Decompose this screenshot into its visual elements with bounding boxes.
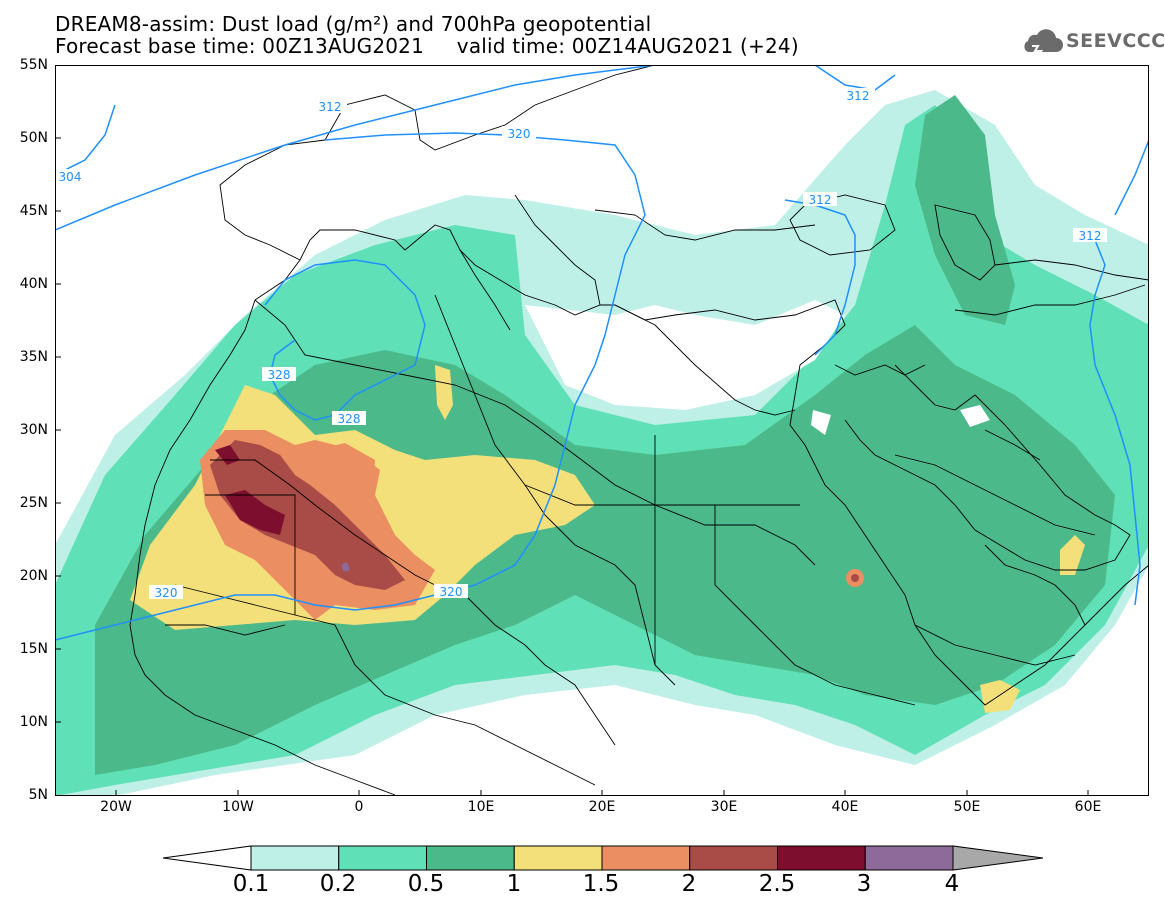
- seevccc-logo: SEEVCCC: [1018, 26, 1165, 58]
- dust-region-1.0-libya: [435, 365, 453, 420]
- contour-label: 320: [155, 586, 178, 600]
- contour-label: 320: [508, 127, 531, 141]
- chart-title-line1: DREAM8-assim: Dust load (g/m²) and 700hP…: [55, 12, 652, 36]
- legend-swatch: [601, 845, 691, 871]
- lon-label: 60E: [1074, 799, 1102, 815]
- dust-region-0.5-east: [915, 95, 1015, 325]
- lat-label: 55N: [19, 57, 48, 73]
- dust-map: 312 320 304 312 312 312 328 328 320 320: [55, 65, 1149, 796]
- logo-text: SEEVCCC: [1066, 30, 1165, 52]
- cloud-logo-icon: [1024, 29, 1063, 56]
- lon-label: 30E: [710, 799, 738, 815]
- legend-swatch: [426, 845, 515, 871]
- coastlines: [129, 65, 1149, 796]
- legend-label: 3: [856, 871, 872, 897]
- lat-label: 35N: [19, 349, 48, 365]
- legend-swatch: [689, 845, 778, 871]
- contour-label: 304: [59, 170, 82, 184]
- lat-label: 45N: [19, 203, 48, 219]
- lat-label: 15N: [19, 641, 48, 657]
- map-frame: [55, 65, 1149, 796]
- legend-label: 4: [944, 871, 960, 897]
- legend-label: 1: [506, 871, 522, 897]
- lat-label: 10N: [19, 714, 48, 730]
- lon-label: 20E: [588, 799, 616, 815]
- dust-region-1.5-algeria: [315, 443, 375, 500]
- lat-label: 25N: [19, 495, 48, 511]
- legend-bar: [163, 845, 1043, 871]
- legend-swatch: [338, 845, 427, 871]
- lat-label: 30N: [19, 422, 48, 438]
- contour-label: 312: [809, 193, 832, 207]
- legend-label: 2.5: [758, 871, 796, 897]
- contour-label: 320: [440, 585, 463, 599]
- legend-label: 0.2: [319, 871, 357, 897]
- map-canvas: 312 320 304 312 312 312 328 328 320 320: [55, 65, 1149, 796]
- contour-label: 312: [847, 89, 870, 103]
- legend-label: 0.5: [407, 871, 445, 897]
- legend-swatch: [250, 845, 340, 871]
- legend-arrow-left: [163, 845, 252, 871]
- dust-region-1.0-arabia: [1060, 535, 1085, 575]
- dust-region-3.0: [341, 562, 350, 572]
- lon-label: 10E: [467, 799, 495, 815]
- legend-label: 0.1: [232, 871, 270, 897]
- legend-label: 1.5: [582, 871, 620, 897]
- chart-title-line2: Forecast base time: 00Z13AUG2021 valid t…: [55, 34, 799, 58]
- geopotential-contours: [55, 65, 1149, 641]
- contour-label: 328: [338, 412, 361, 426]
- contour-label: 312: [319, 100, 342, 114]
- lat-label: 40N: [19, 276, 48, 292]
- contour-label: 328: [268, 368, 291, 382]
- legend-arrow-right: [952, 845, 1043, 871]
- legend-label: 2: [681, 871, 697, 897]
- lon-label: 40E: [831, 799, 859, 815]
- lat-label: 5N: [28, 787, 48, 803]
- legend-swatch: [513, 845, 603, 871]
- lat-label: 50N: [19, 130, 48, 146]
- lat-label: 20N: [19, 568, 48, 584]
- lon-label: 20W: [100, 799, 132, 815]
- color-legend: [163, 843, 1043, 873]
- lon-label: 50E: [953, 799, 981, 815]
- dust-region-2.5: [225, 490, 285, 535]
- dust-region-2.0: [210, 440, 405, 590]
- lon-label: 0: [354, 799, 364, 815]
- legend-swatch: [777, 845, 866, 871]
- contour-label: 312: [1079, 229, 1102, 243]
- legend-swatch: [864, 845, 954, 871]
- lon-label: 10W: [222, 799, 254, 815]
